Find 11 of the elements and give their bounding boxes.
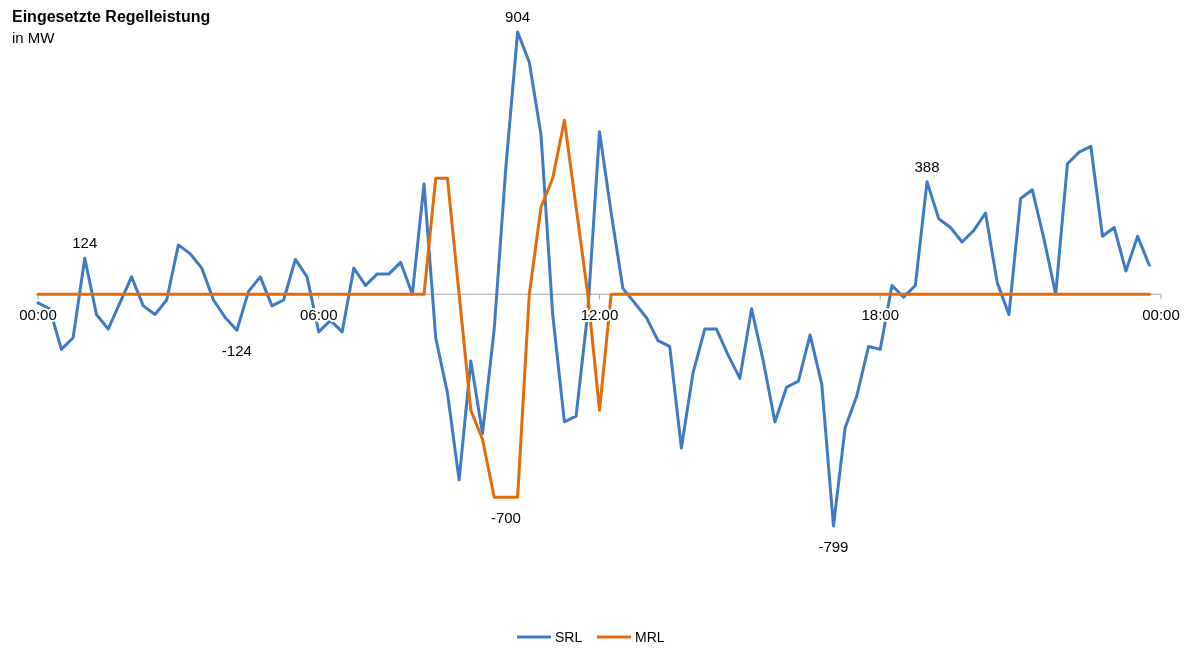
chart-title: Eingesetzte Regelleistung xyxy=(12,8,211,25)
data-label: -700 xyxy=(490,509,521,527)
data-label: 904 xyxy=(505,8,531,25)
data-label: 124 xyxy=(72,234,98,252)
data-label: -124 xyxy=(221,342,252,360)
legend-label: MRL xyxy=(635,629,665,645)
chart-subtitle: in MW xyxy=(12,29,56,46)
x-tick-label: 00:00 xyxy=(1142,306,1180,324)
legend-label: SRL xyxy=(555,629,583,645)
data-label: -799 xyxy=(818,538,849,555)
data-label: 388 xyxy=(914,157,940,175)
